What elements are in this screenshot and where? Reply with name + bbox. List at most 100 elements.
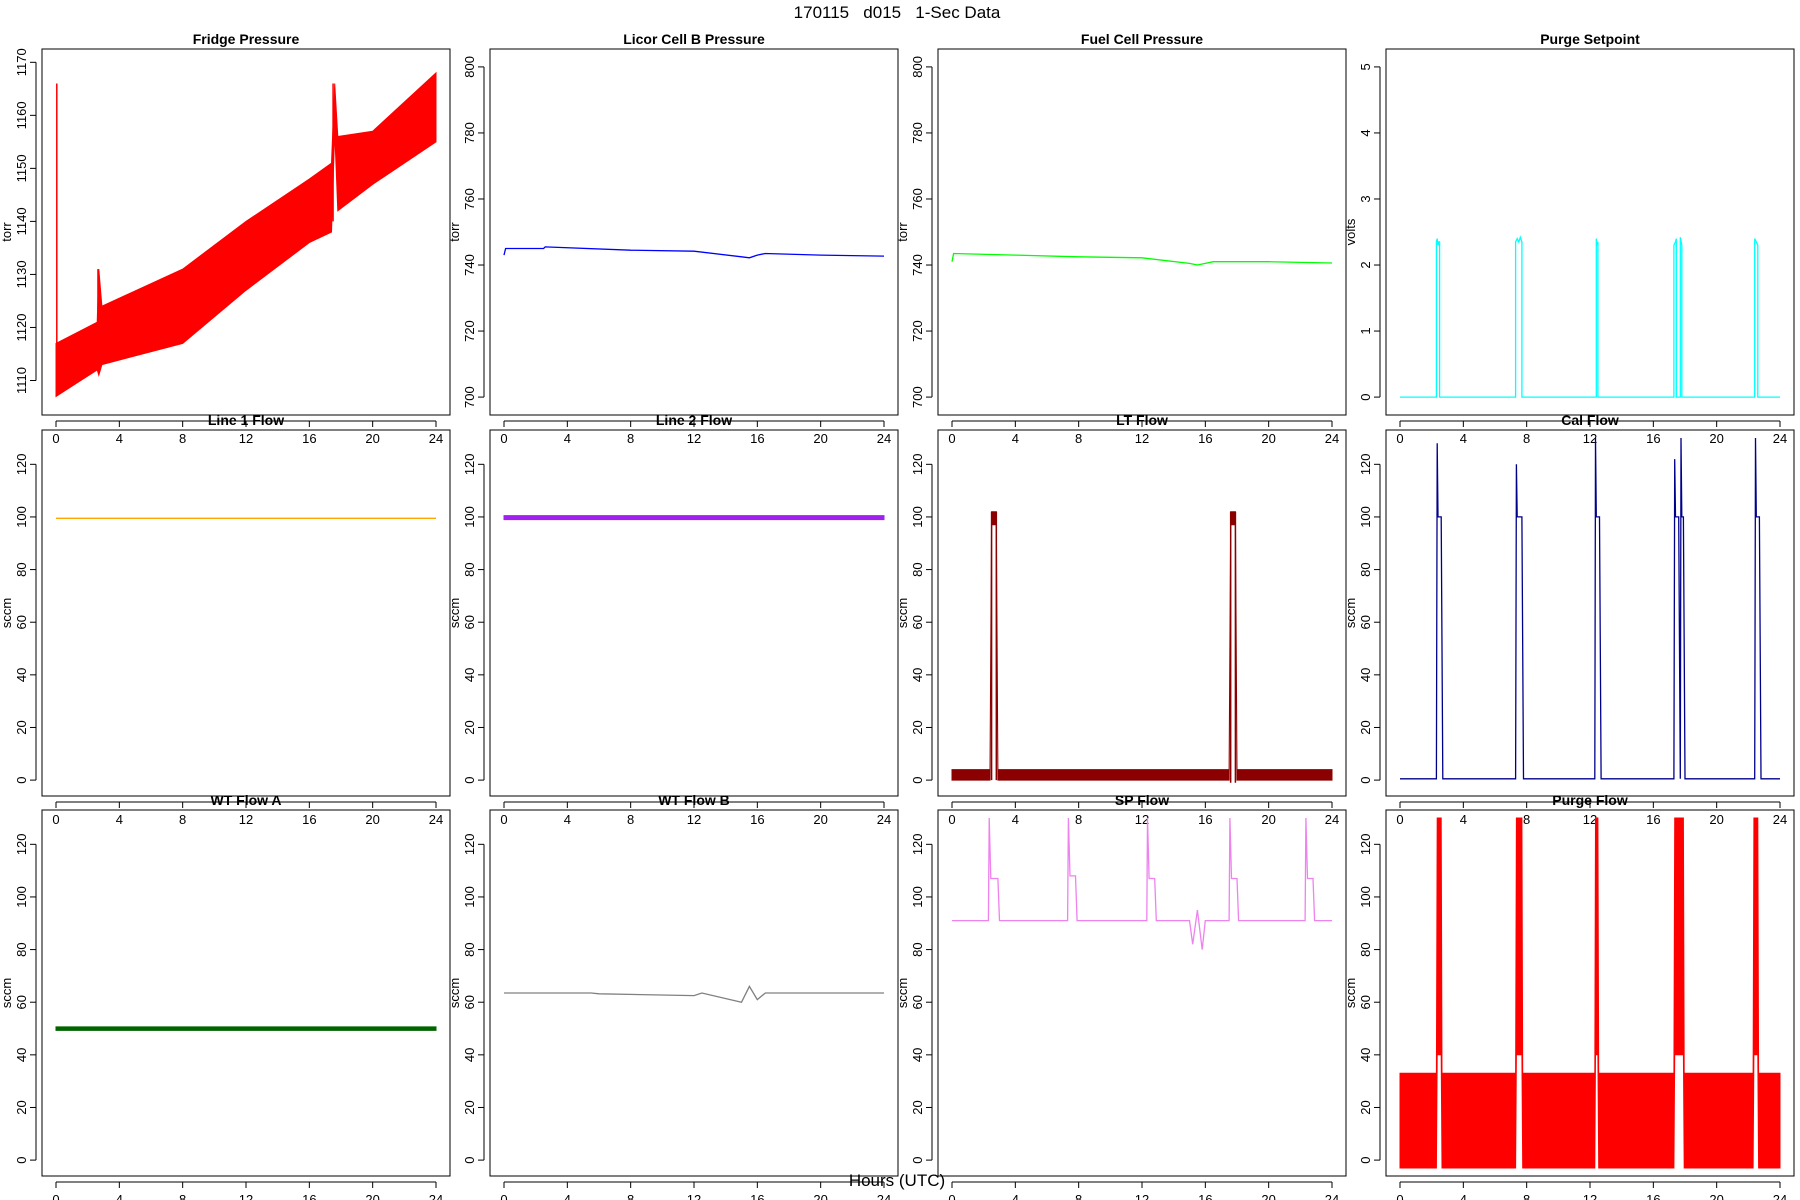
x-tick-label: 12 bbox=[1135, 1192, 1149, 1200]
y-axis-wt-flow-a: 0 20 40 60 80 100 120 bbox=[14, 833, 37, 1164]
x-tick-label: 16 bbox=[1646, 431, 1660, 446]
y-axis-label-fuel-cell-pressure: torr bbox=[895, 222, 910, 242]
y-axis-label-line-2-flow: sccm bbox=[447, 598, 462, 628]
x-tick-label: 12 bbox=[1135, 812, 1149, 827]
y-axis-label-wt-flow-a: sccm bbox=[0, 978, 14, 1008]
y-tick-label: 0 bbox=[462, 1156, 477, 1163]
y-axis-label-fridge-pressure: torr bbox=[0, 222, 14, 242]
y-axis-sp-flow: 0 20 40 60 80 100 120 bbox=[910, 833, 933, 1164]
y-tick-label: 60 bbox=[1358, 995, 1373, 1009]
y-tick-label: 780 bbox=[462, 122, 477, 144]
y-tick-label: 80 bbox=[910, 942, 925, 956]
panel-title-sp-flow: SP Flow bbox=[1115, 792, 1169, 808]
y-axis-purge-setpoint: 0 1 2 3 4 5 bbox=[1358, 63, 1381, 401]
plot-area-fuel-cell-pressure bbox=[951, 252, 1333, 266]
plot-frame-fridge-pressure bbox=[41, 48, 451, 416]
y-tick-label: 1120 bbox=[14, 313, 29, 341]
x-tick-label: 12 bbox=[1583, 431, 1597, 446]
plot-frame-licor-cell-b-pressure bbox=[489, 48, 899, 416]
y-axis-purge-flow: 0 20 40 60 80 100 120 bbox=[1358, 833, 1381, 1164]
y-tick-label: 700 bbox=[910, 386, 925, 408]
x-tick-label: 20 bbox=[1709, 431, 1723, 446]
x-tick-label: 8 bbox=[627, 431, 634, 446]
y-tick-label: 0 bbox=[462, 776, 477, 783]
x-tick-label: 4 bbox=[116, 1192, 123, 1200]
plot-frame-purge-setpoint bbox=[1385, 48, 1795, 416]
y-tick-label: 80 bbox=[910, 562, 925, 576]
x-tick-label: 4 bbox=[116, 431, 123, 446]
panel-title-licor-cell-b-pressure: Licor Cell B Pressure bbox=[623, 31, 765, 47]
panel-licor-cell-b-pressure: Licor Cell B Pressure 0 4 8 12 16 20 24 700 720 74… bbox=[447, 31, 899, 446]
y-tick-label: 80 bbox=[1358, 562, 1373, 576]
plot-frame-purge-flow bbox=[1385, 809, 1795, 1177]
x-axis-cal-flow: 0 4 8 12 16 20 24 bbox=[1396, 801, 1787, 827]
x-tick-label: 12 bbox=[239, 812, 253, 827]
y-tick-label: 20 bbox=[462, 720, 477, 734]
y-tick-label: 40 bbox=[462, 668, 477, 682]
y-tick-label: 60 bbox=[910, 995, 925, 1009]
x-tick-label: 12 bbox=[1583, 812, 1597, 827]
x-tick-label: 4 bbox=[564, 812, 571, 827]
plot-frame-lt-flow bbox=[937, 429, 1347, 797]
y-tick-label: 2 bbox=[1358, 261, 1373, 268]
y-tick-label: 120 bbox=[14, 833, 29, 855]
x-tick-label: 20 bbox=[813, 812, 827, 827]
x-tick-label: 4 bbox=[1012, 431, 1019, 446]
x-axis-licor-cell-b-pressure: 0 4 8 12 16 20 24 bbox=[500, 420, 891, 446]
y-tick-label: 5 bbox=[1358, 63, 1373, 70]
y-tick-label: 60 bbox=[14, 615, 29, 629]
y-tick-label: 1110 bbox=[14, 367, 29, 394]
panel-title-wt-flow-a: WT Flow A bbox=[210, 792, 281, 808]
y-tick-label: 40 bbox=[462, 1048, 477, 1062]
y-tick-label: 120 bbox=[910, 453, 925, 475]
panel-title-line-1-flow: Line 1 Flow bbox=[208, 412, 284, 428]
x-tick-label: 20 bbox=[1261, 1192, 1275, 1200]
x-tick-label: 8 bbox=[627, 812, 634, 827]
y-tick-label: 100 bbox=[14, 886, 29, 908]
y-tick-label: 3 bbox=[1358, 195, 1373, 202]
y-tick-label: 20 bbox=[14, 720, 29, 734]
y-tick-label: 1170 bbox=[14, 48, 29, 76]
x-tick-label: 20 bbox=[1709, 812, 1723, 827]
x-tick-label: 24 bbox=[877, 812, 891, 827]
panel-title-line-2-flow: Line 2 Flow bbox=[656, 412, 732, 428]
x-tick-label: 20 bbox=[1709, 1192, 1723, 1200]
y-tick-label: 100 bbox=[1358, 886, 1373, 908]
y-tick-label: 0 bbox=[1358, 393, 1373, 400]
plot-area-licor-cell-b-pressure bbox=[503, 246, 885, 259]
x-tick-label: 20 bbox=[365, 812, 379, 827]
x-tick-label: 16 bbox=[750, 1192, 764, 1200]
x-axis-lt-flow: 0 4 8 12 16 20 24 bbox=[948, 801, 1339, 827]
x-tick-label: 12 bbox=[239, 1192, 253, 1200]
series-line-fuel-cell-pressure-0 bbox=[951, 252, 1333, 266]
y-tick-label: 20 bbox=[14, 1100, 29, 1114]
y-tick-label: 40 bbox=[910, 1048, 925, 1062]
x-tick-label: 24 bbox=[1773, 431, 1787, 446]
y-tick-label: 120 bbox=[910, 833, 925, 855]
x-tick-label: 0 bbox=[500, 1192, 507, 1200]
y-tick-label: 760 bbox=[910, 188, 925, 210]
y-tick-label: 60 bbox=[462, 995, 477, 1009]
x-tick-label: 0 bbox=[500, 812, 507, 827]
x-axis-fridge-pressure: 0 4 8 12 16 20 24 bbox=[52, 420, 443, 446]
x-tick-label: 8 bbox=[1075, 431, 1082, 446]
y-tick-label: 4 bbox=[1358, 129, 1373, 136]
y-tick-label: 80 bbox=[462, 942, 477, 956]
y-tick-label: 40 bbox=[14, 1048, 29, 1062]
x-tick-label: 0 bbox=[1396, 431, 1403, 446]
x-tick-label: 16 bbox=[302, 1192, 316, 1200]
y-tick-label: 1160 bbox=[14, 101, 29, 129]
y-tick-label: 100 bbox=[462, 886, 477, 908]
y-axis-licor-cell-b-pressure: 700 720 740 760 780 800 bbox=[462, 56, 485, 408]
y-tick-label: 100 bbox=[14, 506, 29, 528]
y-tick-label: 80 bbox=[14, 942, 29, 956]
y-tick-label: 0 bbox=[910, 1156, 925, 1163]
x-tick-label: 12 bbox=[1583, 1192, 1597, 1200]
x-tick-label: 12 bbox=[687, 1192, 701, 1200]
x-tick-label: 8 bbox=[179, 812, 186, 827]
